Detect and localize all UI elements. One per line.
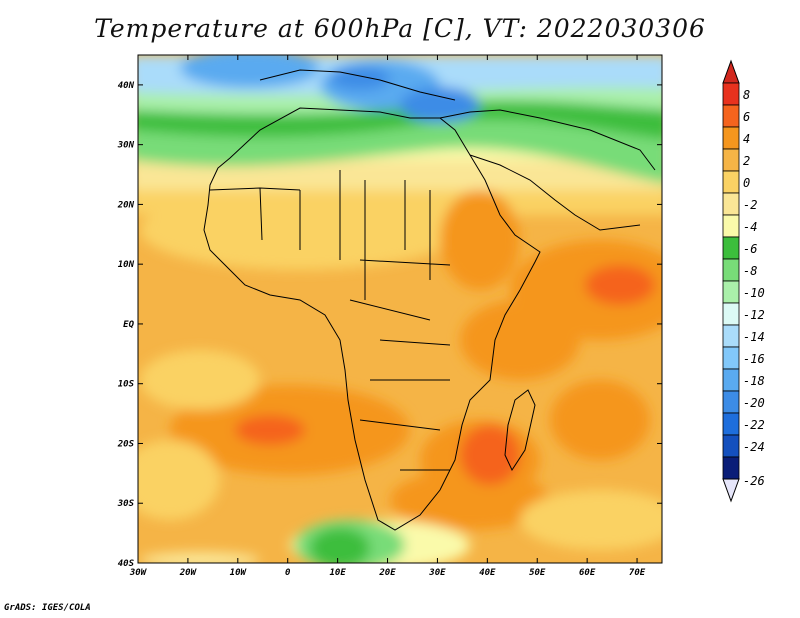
colorbar-label: -6 [743,242,757,256]
colorbar-over-triangle [722,59,740,84]
colorbar-box [722,82,740,106]
colorbar-box [722,192,740,216]
x-tick-label: 40E [479,568,496,578]
x-tick-label: 70E [629,568,646,578]
x-tick-label: 20W [179,568,198,578]
colorbar-label: -12 [743,308,765,322]
y-tick-label: 20N [117,200,135,210]
colorbar-label: -18 [743,374,765,388]
y-tick-label: 40S [118,559,135,569]
colorbar-box [722,236,740,260]
colorbar-label: -14 [743,330,765,344]
x-tick-label: 60E [579,568,596,578]
colorbar-box [722,434,740,458]
colorbar-label: -4 [743,220,757,234]
x-tick-label: 30W [129,568,148,578]
x-tick-label: 10E [329,568,346,578]
plot-frame [137,54,663,564]
x-tick-label: 20E [378,568,396,578]
y-tick-label: 40N [118,81,135,91]
colorbar-box [722,412,740,436]
y-tick-label: EQ [123,320,134,330]
colorbar-box [722,324,740,348]
y-tick-label: 30N [117,141,135,151]
colorbar-label: 0 [743,176,750,190]
colorbar-label: -2 [743,198,757,212]
colorbar-label: -8 [743,264,757,278]
colorbar-label: 6 [743,110,750,124]
colorbar-box [722,258,740,282]
colorbar-box [722,170,740,194]
y-tick-label: 10N [118,260,135,270]
colorbar: 8 6 4 2 0 -2 -4 -6 -8 -10 -12 -14 -16 -18 -20 -22 -24 -26 [722,59,765,503]
colorbar-label: 2 [743,154,750,168]
colorbar-box [722,126,740,150]
colorbar-box [722,456,740,480]
x-tick-label: 0 [285,568,291,578]
colorbar-box [722,302,740,326]
colorbar-box [722,390,740,414]
axis-ticks: 30W 20W 10W 0 10E 20E 30E 40E 50E 60E 70E 40N 30N 20N… [117,55,662,578]
colorbar-box [722,104,740,128]
x-tick-label: 10W [230,568,248,578]
colorbar-label: -20 [743,396,765,410]
colorbar-box [722,368,740,392]
y-tick-label: 10S [118,380,135,390]
map-title: Temperature at 600hPa [C], VT: 202203030… [94,14,706,43]
coastlines [203,69,656,531]
colorbar-box [722,148,740,172]
colorbar-box [722,346,740,370]
colorbar-box [722,280,740,304]
colorbar-label: -22 [743,418,765,432]
x-tick-label: 30E [428,568,446,578]
colorbar-label: 8 [743,88,750,102]
colorbar-label: -16 [743,352,765,366]
y-tick-label: 20S [117,439,135,449]
colorbar-label: -10 [743,286,765,300]
colorbar-label: 4 [743,132,750,146]
grads-credit: GrADS: IGES/COLA [4,603,91,613]
colorbar-box [722,214,740,238]
temperature-field [138,55,662,563]
x-tick-label: 50E [529,568,546,578]
colorbar-under-triangle [722,478,740,503]
colorbar-label: -26 [743,474,765,488]
y-tick-label: 30S [117,499,135,509]
colorbar-label: -24 [743,440,765,454]
